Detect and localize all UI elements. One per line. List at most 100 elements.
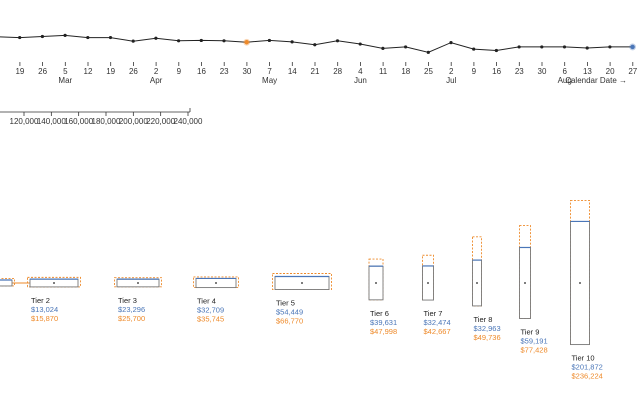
month-label: Jun [354,76,367,85]
tier-orange-label: $236,224 [572,372,603,381]
tier-center-dot [375,282,377,284]
data-point [40,34,45,39]
data-point [18,35,22,40]
tier-blue-label: $23,296 [118,305,145,314]
tier-box-1 [0,278,30,287]
axis-tick-label: 140,000 [37,117,66,126]
tier-center-dot [215,282,217,284]
data-point [358,42,362,46]
tier-blue-label: $32,963 [474,324,501,333]
tier-name-label: Tier 7 [424,309,443,318]
data-point [381,46,385,50]
highlight-point [630,44,635,50]
data-point [540,45,544,49]
tier-center-dot [301,282,303,284]
tier-blue-label: $39,631 [370,318,397,327]
tier-name-label: Tier 2 [31,296,50,305]
x-tick-label: 23 [515,67,524,76]
tier-blue-label: $201,872 [572,363,603,372]
tier-blue-label: $13,024 [31,305,58,314]
highlight-point [244,40,249,45]
data-point [63,33,67,38]
tier-center-dot [137,282,139,284]
tier-center-dot [53,282,55,284]
x-axis-title: Calendar Date → [565,76,627,85]
tier-box-10: Tier 10$201,872$236,224 [570,200,603,381]
tier-name-label: Tier 9 [521,328,540,337]
tier-orange-box [272,273,332,290]
tier-orange-label: $25,700 [118,314,145,323]
tier-orange-label: $77,428 [521,346,548,355]
tier-box-4: Tier 4$32,709$35,745 [193,276,239,324]
month-label: Apr [150,76,163,85]
tier-center-dot [579,282,581,284]
tier-name-label: Tier 4 [197,297,216,306]
x-tick-label: 7 [267,67,272,76]
tier-orange-label: $15,870 [31,314,58,323]
month-label: Mar [58,76,72,85]
data-point [199,38,203,43]
tier-orange-label: $35,745 [197,315,224,324]
x-tick-label: 16 [492,67,501,76]
x-tick-label: 2 [449,67,454,76]
data-point [177,39,181,43]
x-tick-label: 21 [311,67,320,76]
tier-orange-label: $42,667 [424,327,451,336]
data-point [154,36,158,40]
x-tick-label: 9 [177,67,182,76]
tier-name-label: Tier 10 [572,354,595,363]
axis-tick-label: 180,000 [92,117,121,126]
x-tick-label: 9 [472,67,477,76]
x-tick-label: 12 [84,67,93,76]
x-tick-label: 20 [606,67,615,76]
tier-blue-label: $32,474 [424,318,451,327]
x-tick-label: 6 [562,67,567,76]
x-tick-label: 30 [242,67,251,76]
x-tick-label: 27 [628,67,637,76]
axis-tick-label: 120,000 [10,117,39,126]
x-tick-label: 16 [197,67,206,76]
tier-box-2: Tier 2$13,024$15,870 [27,276,81,323]
month-label: Jul [446,76,456,85]
month-label: May [262,76,277,85]
data-point [290,40,294,44]
tier-name-label: Tier 5 [276,299,295,308]
tier-blue-label: $54,449 [276,308,303,317]
tier-center-dot [476,282,478,284]
axis-tick-label: 220,000 [146,117,175,126]
tier-name-label: Tier 3 [118,296,137,305]
data-point [426,50,430,54]
x-tick-label: 23 [220,67,229,76]
data-point [608,45,612,49]
x-tick-label: 13 [583,67,592,76]
x-tick-label: 19 [15,67,24,76]
data-point [222,39,226,43]
x-tick-label: 28 [333,67,342,76]
axis-tick-label: 160,000 [64,117,93,126]
axis-tick-label: 240,000 [174,117,203,126]
tier-center-dot [524,282,526,284]
tier-blue-label: $59,191 [521,337,548,346]
tier-blue-box [0,279,13,287]
x-tick-label: 4 [358,67,363,76]
tier-box-8: Tier 8$32,963$49,736 [472,236,501,342]
data-point [449,41,453,45]
data-point [335,39,340,43]
tier-box-9: Tier 9$59,191$77,428 [519,225,548,355]
x-tick-label: 18 [401,67,410,76]
x-tick-label: 26 [38,67,47,76]
data-point [131,39,135,43]
tier-blue-label: $32,709 [197,306,224,315]
data-point [494,48,498,53]
tier-name-label: Tier 8 [474,315,493,324]
data-point [517,45,521,49]
tier-boxes-chart: Tier 2$13,024$15,870 Tier 3$23,296$25,700… [0,200,603,381]
tier-orange-label: $47,998 [370,327,397,336]
data-point [108,35,113,40]
x-tick-label: 19 [106,67,115,76]
tier-center-dot [427,282,429,284]
data-point [313,43,317,47]
data-point [404,45,408,49]
tier-name-label: Tier 6 [370,309,389,318]
